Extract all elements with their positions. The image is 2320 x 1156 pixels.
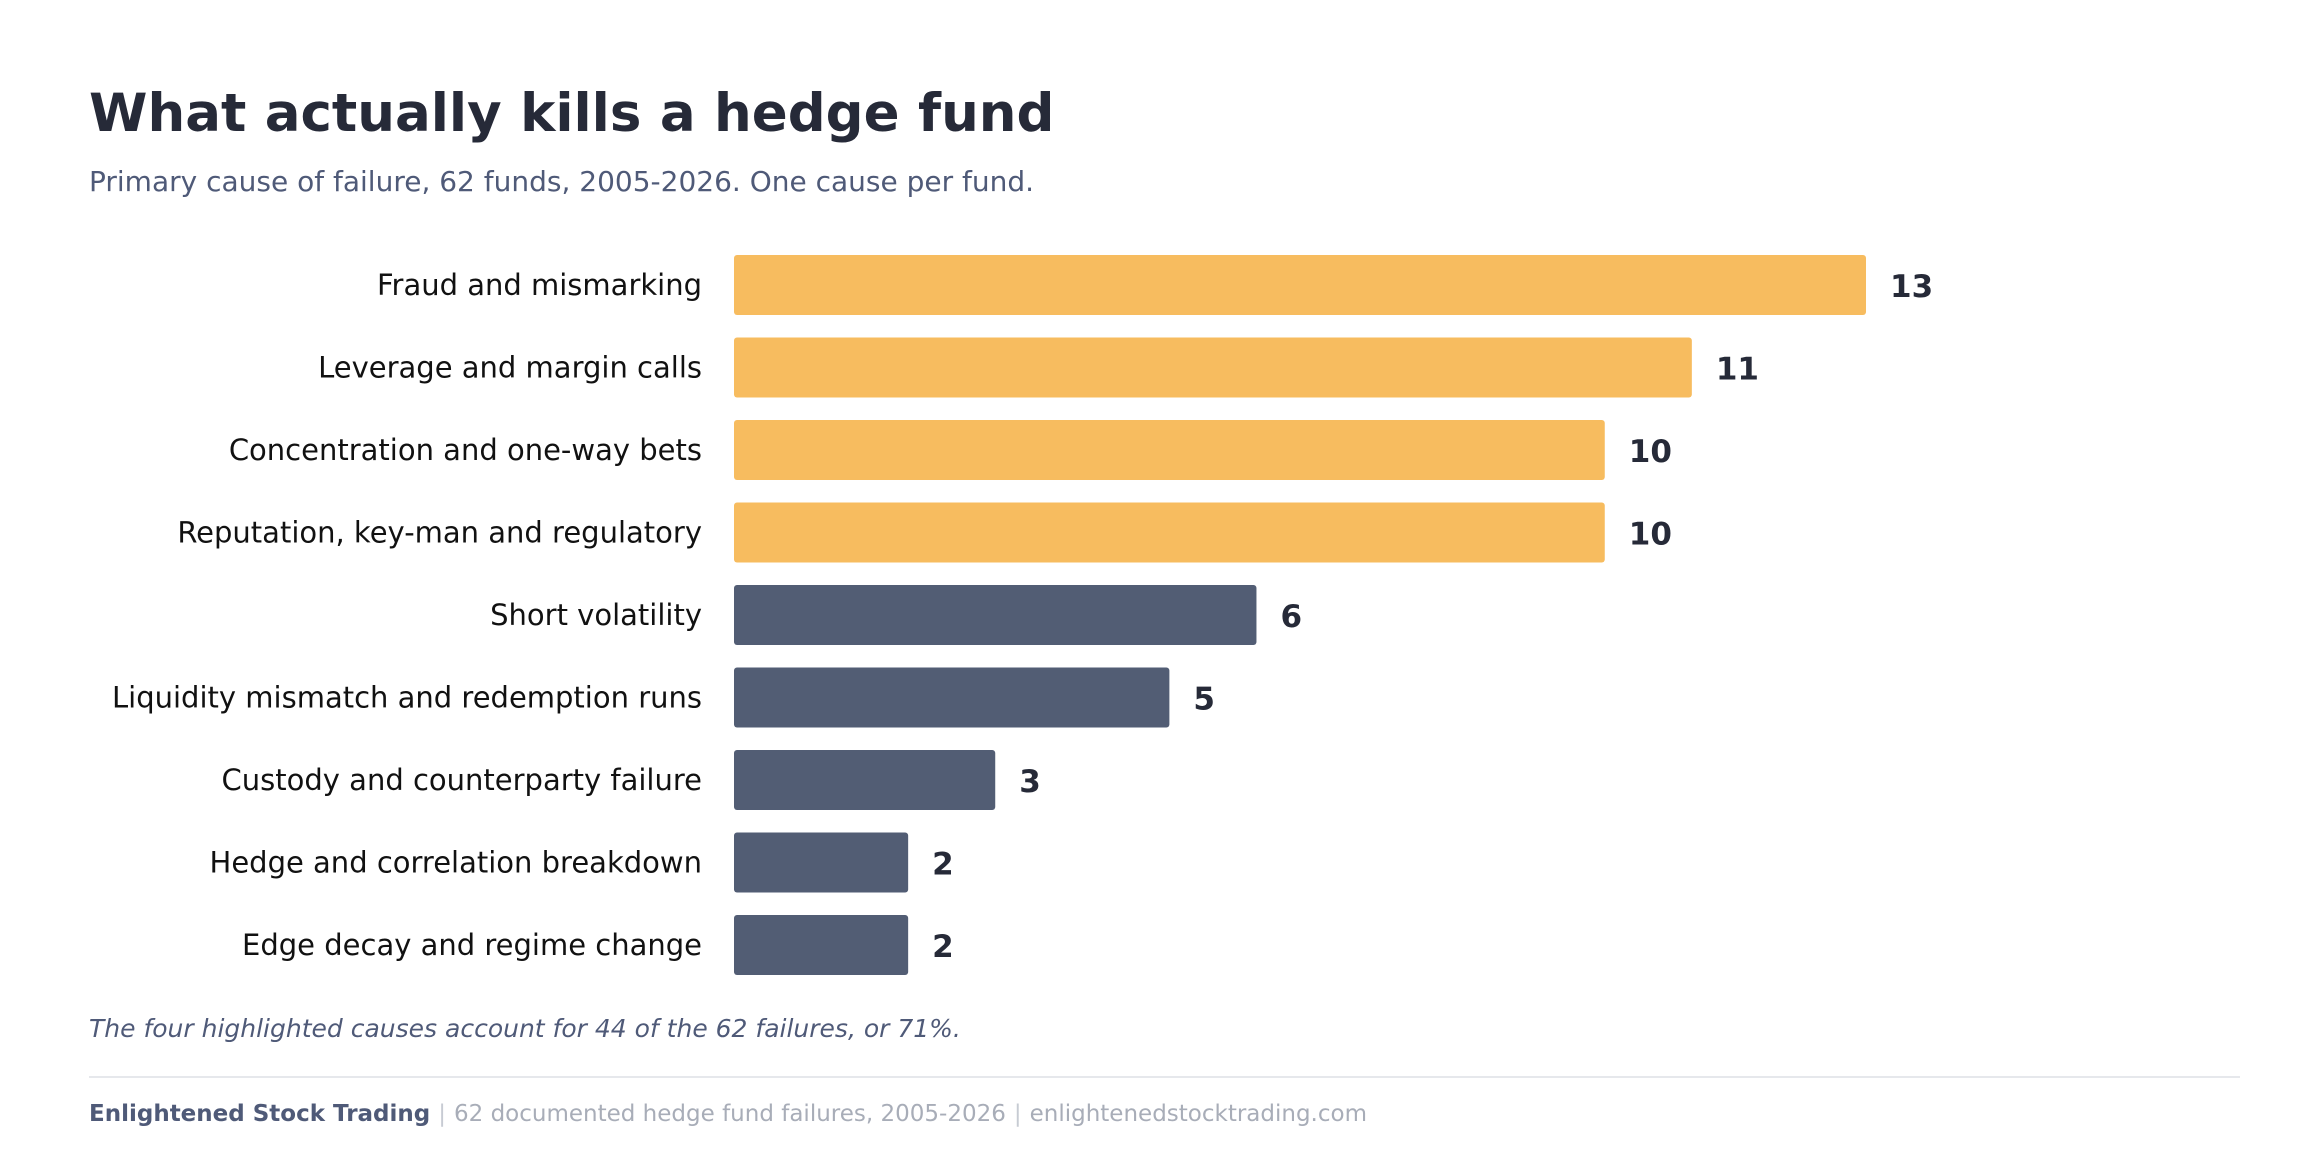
footer-separator: | [1013,1101,1022,1127]
footer-separator: | [438,1101,446,1127]
footer-source: 62 documented hedge fund failures, 2005-… [454,1101,1006,1127]
bar-chart: Fraud and mismarking 13 Leverage and margi… [112,255,1933,975]
bar [734,255,1866,315]
category-label: Liquidity mismatch and redemption runs [112,681,702,715]
value-label: 3 [1019,764,1041,800]
value-label: 13 [1890,269,1933,305]
value-label: 2 [932,847,954,883]
bar [734,337,1692,398]
bar [734,750,996,810]
category-label: Concentration and one-way bets [229,433,702,467]
bar [734,667,1170,728]
bar [734,502,1605,563]
bar [734,832,909,893]
bar [734,420,1605,480]
category-label: Hedge and correlation breakdown [210,846,702,880]
category-label: Leverage and margin calls [318,351,702,385]
category-label: Short volatility [490,598,702,632]
footer-brand: Enlightened Stock Trading [89,1101,431,1127]
chart-subtitle: Primary cause of failure, 62 funds, 2005… [89,165,1035,198]
category-label: Custody and counterparty failure [222,763,702,797]
value-label: 5 [1193,682,1215,718]
value-label: 11 [1716,352,1759,388]
footer-divider [89,1076,2240,1078]
bar [734,915,909,975]
footer-site: enlightenedstocktrading.com [1029,1101,1367,1127]
chart-annotation: The four highlighted causes account for … [89,1014,961,1043]
category-label: Edge decay and regime change [242,928,702,962]
value-label: 2 [932,929,954,965]
bar [734,585,1257,645]
value-label: 10 [1629,517,1672,553]
chart-title: What actually kills a hedge fund [89,83,1055,144]
value-label: 6 [1280,599,1302,635]
bar-group: Fraud and mismarking 13 Leverage and margi… [112,255,1933,975]
category-label: Fraud and mismarking [377,268,702,302]
value-label: 10 [1629,434,1672,470]
category-label: Reputation, key-man and regulatory [177,516,702,550]
footer: Enlightened Stock Trading | 62 documented … [89,1098,1367,1130]
